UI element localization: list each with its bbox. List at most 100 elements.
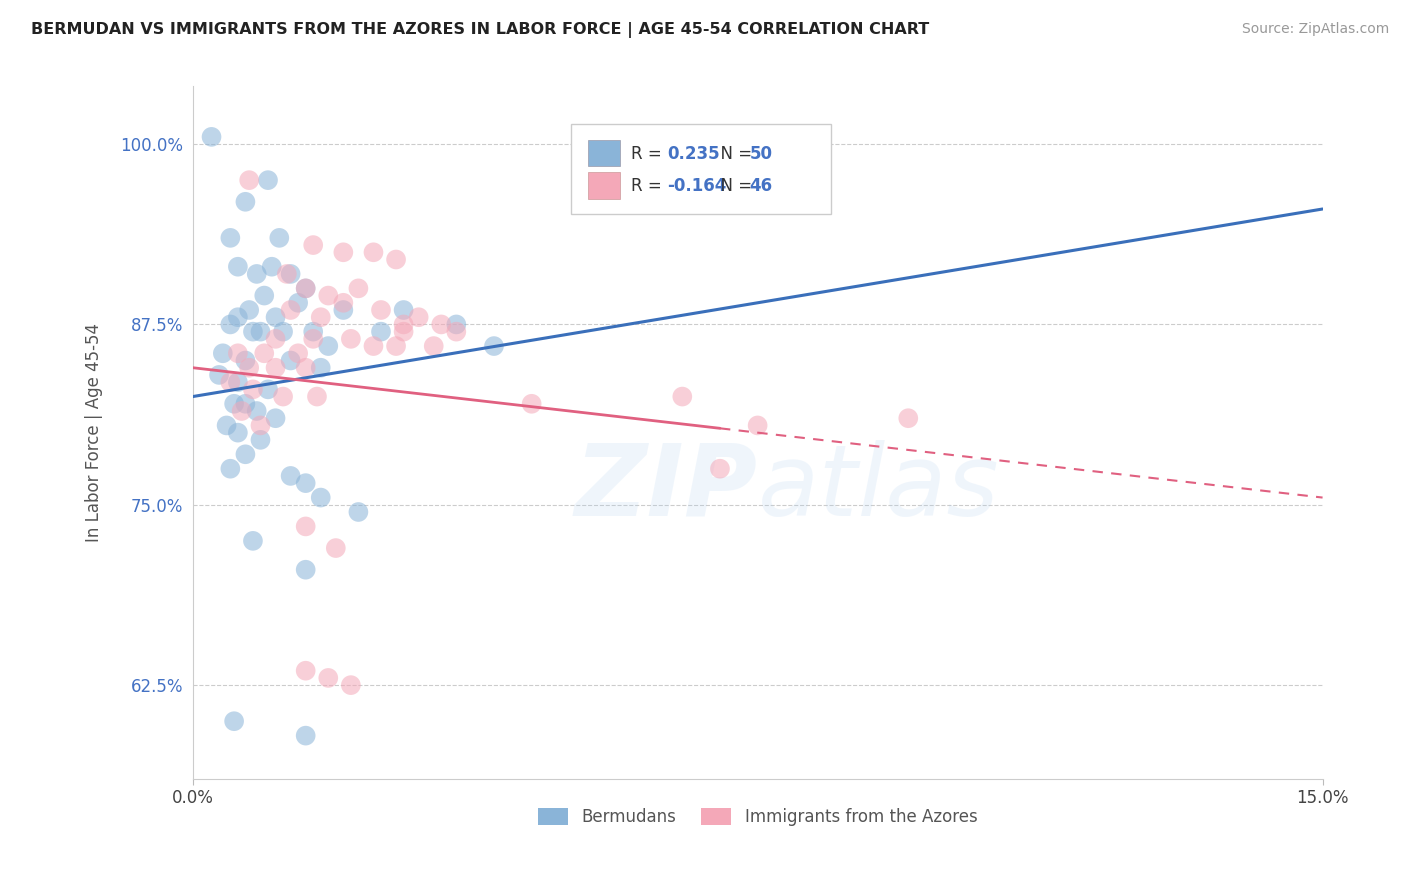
Point: [316, 288, 339, 302]
Point: [422, 339, 444, 353]
Point: [747, 418, 769, 433]
Point: [392, 325, 415, 339]
Point: [246, 404, 269, 418]
Point: [269, 231, 291, 245]
Point: [235, 353, 257, 368]
Point: [253, 346, 276, 360]
Point: [302, 332, 325, 346]
Point: [219, 375, 242, 389]
FancyBboxPatch shape: [571, 125, 831, 214]
Text: 46: 46: [749, 178, 773, 195]
Point: [363, 245, 385, 260]
Point: [211, 346, 233, 360]
Point: [370, 325, 392, 339]
Point: [294, 476, 316, 491]
Point: [238, 173, 260, 187]
Point: [709, 461, 731, 475]
Point: [294, 729, 316, 743]
Point: [231, 404, 253, 418]
Point: [280, 469, 302, 483]
Point: [316, 339, 339, 353]
Point: [340, 678, 363, 692]
Point: [249, 418, 271, 433]
Point: [309, 491, 332, 505]
Point: [264, 360, 287, 375]
Point: [294, 519, 316, 533]
Bar: [588, 140, 620, 166]
Point: [200, 129, 222, 144]
Point: [276, 267, 298, 281]
Point: [280, 303, 302, 318]
Point: [260, 260, 283, 274]
Point: [287, 295, 309, 310]
Point: [408, 310, 430, 325]
Point: [309, 360, 332, 375]
Point: [280, 267, 302, 281]
Point: [897, 411, 920, 425]
Point: [264, 332, 287, 346]
Text: BERMUDAN VS IMMIGRANTS FROM THE AZORES IN LABOR FORCE | AGE 45-54 CORRELATION CH: BERMUDAN VS IMMIGRANTS FROM THE AZORES I…: [31, 22, 929, 38]
Text: atlas: atlas: [758, 440, 1000, 537]
Point: [305, 390, 328, 404]
Point: [280, 353, 302, 368]
Text: N =: N =: [710, 145, 758, 162]
Point: [347, 281, 370, 295]
Point: [224, 714, 246, 729]
Point: [226, 310, 249, 325]
Point: [332, 245, 354, 260]
Point: [446, 318, 468, 332]
Point: [246, 267, 269, 281]
Point: [392, 303, 415, 318]
Point: [294, 281, 316, 295]
Point: [226, 375, 249, 389]
Point: [242, 533, 264, 548]
Point: [257, 382, 280, 396]
Bar: [588, 172, 620, 199]
Point: [340, 332, 363, 346]
Text: N =: N =: [710, 178, 758, 195]
Point: [271, 390, 294, 404]
Point: [271, 325, 294, 339]
Text: 50: 50: [749, 145, 773, 162]
Point: [242, 325, 264, 339]
Y-axis label: In Labor Force | Age 45-54: In Labor Force | Age 45-54: [86, 323, 103, 542]
Point: [208, 368, 231, 382]
Point: [238, 303, 260, 318]
Point: [219, 318, 242, 332]
Point: [325, 541, 347, 555]
Point: [257, 173, 280, 187]
Point: [430, 318, 453, 332]
Point: [264, 411, 287, 425]
Text: ZIP: ZIP: [575, 440, 758, 537]
Point: [253, 288, 276, 302]
Point: [370, 303, 392, 318]
Legend: Bermudans, Immigrants from the Azores: Bermudans, Immigrants from the Azores: [531, 801, 984, 833]
Point: [347, 505, 370, 519]
Point: [264, 310, 287, 325]
Point: [235, 194, 257, 209]
Point: [219, 231, 242, 245]
Text: R =: R =: [631, 178, 666, 195]
Point: [226, 260, 249, 274]
Point: [294, 281, 316, 295]
Point: [446, 325, 468, 339]
Point: [482, 339, 505, 353]
Point: [294, 563, 316, 577]
Point: [224, 397, 246, 411]
Point: [226, 346, 249, 360]
Point: [219, 461, 242, 475]
Point: [363, 339, 385, 353]
Text: -0.164: -0.164: [668, 178, 727, 195]
Point: [235, 447, 257, 461]
Text: R =: R =: [631, 145, 666, 162]
Point: [249, 433, 271, 447]
Point: [316, 671, 339, 685]
Point: [302, 325, 325, 339]
Text: 0.235: 0.235: [668, 145, 720, 162]
Point: [235, 397, 257, 411]
Text: Source: ZipAtlas.com: Source: ZipAtlas.com: [1241, 22, 1389, 37]
Point: [238, 360, 260, 375]
Point: [332, 303, 354, 318]
Point: [385, 339, 408, 353]
Point: [302, 238, 325, 252]
